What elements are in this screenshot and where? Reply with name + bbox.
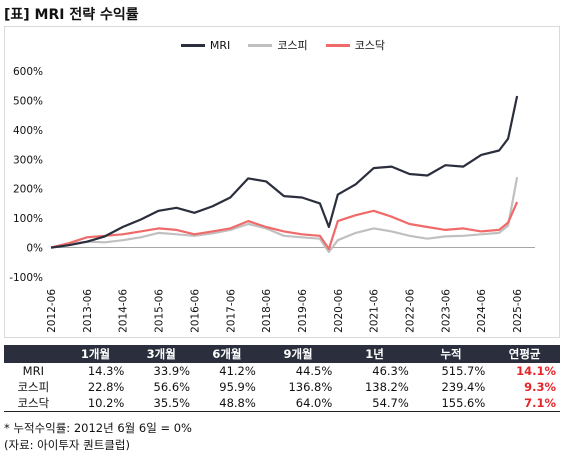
x-tick-label: 2025-06 (512, 289, 524, 333)
returns-table: 1개월 3개월 6개월 9개월 1년 누적 연평균 MRI 14.3% 33.9… (4, 345, 560, 412)
chart-area: MRI 코스피 코스닥 -100% 0% 100% 200% 300% 400% 500% 6… (4, 26, 560, 338)
page-title: [표] MRI 전략 수익률 (4, 7, 139, 23)
table-cell: 515.7% (441, 364, 486, 378)
x-tick-label: 2013-06 (82, 289, 94, 333)
x-tick-label: 2018-06 (261, 289, 273, 333)
legend-item-kospi: 코스피 (248, 37, 308, 53)
table-cell: 22.8% (87, 380, 125, 394)
source-note: (자료: 아이투자 퀀트클럽) (4, 438, 130, 452)
y-tick-label: 400% (13, 125, 43, 137)
table-cell: 54.7% (336, 395, 413, 412)
table-header-cell: 3개월 (128, 345, 195, 363)
x-tick-label: 2022-06 (405, 289, 417, 333)
series-line-kospi (50, 176, 519, 254)
x-tick-label: 2012-06 (46, 289, 58, 333)
y-tick-label: 300% (13, 154, 43, 166)
legend-label-mri: MRI (209, 38, 231, 52)
table-cell: 48.8% (194, 395, 260, 412)
table-header-cell: 누적 (412, 345, 490, 363)
table-cell-cagr: 14.1% (516, 364, 556, 378)
y-tick-label: 0% (26, 243, 43, 255)
x-tick-label: 2019-06 (297, 289, 309, 333)
table-cell: 35.5% (128, 395, 195, 412)
table-header-cell (4, 345, 63, 363)
table-cell: 41.2% (219, 364, 256, 378)
table-header-cell: 9개월 (259, 345, 337, 363)
table-cell: 46.3% (372, 364, 409, 378)
table-cell-name: MRI (22, 364, 44, 378)
legend-swatch-kosdaq (325, 43, 350, 47)
legend-item-kosdaq: 코스닥 (325, 37, 386, 53)
table-cell-name: 코스닥 (4, 395, 63, 412)
x-tick-label: 2017-06 (225, 289, 237, 333)
legend-swatch-kospi (248, 43, 273, 47)
table-cell: 239.4% (441, 380, 486, 394)
table-row: 코스피 22.8% 56.6% 95.9% 136.8% 138.2% 239.… (4, 379, 560, 395)
x-tick-label: 2015-06 (154, 289, 166, 333)
table-cell: 136.8% (288, 380, 333, 394)
table-header-row: 1개월 3개월 6개월 9개월 1년 누적 연평균 (4, 345, 560, 363)
y-tick-label: 200% (13, 184, 43, 196)
table-cell: 138.2% (364, 380, 409, 394)
table-row: MRI 14.3% 33.9% 41.2% 44.5% 46.3% 515.7%… (4, 363, 560, 379)
chart-legend: MRI 코스피 코스닥 (5, 37, 561, 53)
table-cell: 44.5% (295, 364, 333, 378)
table-cell: 14.3% (87, 364, 125, 378)
y-tick-label: -100% (9, 272, 43, 284)
x-tick-label: 2020-06 (333, 289, 345, 333)
cumulative-note: * 누적수익률: 2012년 6월 6일 = 0% (4, 421, 192, 435)
table-cell: 155.6% (412, 395, 490, 412)
x-tick-label: 2023-06 (440, 289, 452, 333)
table-cell: 33.9% (153, 364, 191, 378)
legend-swatch-mri (180, 43, 205, 47)
table-header-cell: 1개월 (62, 345, 129, 363)
y-tick-label: 600% (13, 66, 43, 78)
table-cell-name: 코스피 (17, 380, 50, 394)
x-tick-label: 2016-06 (189, 289, 201, 333)
table-header-cell: 연평균 (489, 345, 560, 363)
table-header-cell: 1년 (336, 345, 413, 363)
x-tick-label: 2024-06 (476, 289, 488, 333)
y-tick-label: 100% (13, 213, 43, 225)
x-tick-label: 2014-06 (118, 289, 130, 333)
series-line-kosdaq (50, 201, 519, 251)
table-cell-cagr: 7.1% (489, 395, 560, 412)
legend-label-kosdaq: 코스닥 (354, 39, 386, 52)
table-cell: 10.2% (62, 395, 129, 412)
table-header-cell: 6개월 (194, 345, 260, 363)
line-chart: -100% 0% 100% 200% 300% 400% 500% 600% 2012-06 20… (9, 66, 535, 333)
legend-item-mri: MRI (180, 37, 231, 53)
x-tick-label: 2021-06 (369, 289, 381, 333)
legend-label-kospi: 코스피 (277, 39, 308, 52)
table-cell-cagr: 9.3% (524, 380, 556, 394)
series-line-mri (50, 95, 519, 249)
table-row: 코스닥 10.2% 35.5% 48.8% 64.0% 54.7% 155.6%… (4, 395, 560, 412)
table-cell: 64.0% (259, 395, 337, 412)
y-tick-label: 500% (13, 95, 43, 107)
table-cell: 56.6% (153, 380, 191, 394)
table-cell: 95.9% (219, 380, 256, 394)
